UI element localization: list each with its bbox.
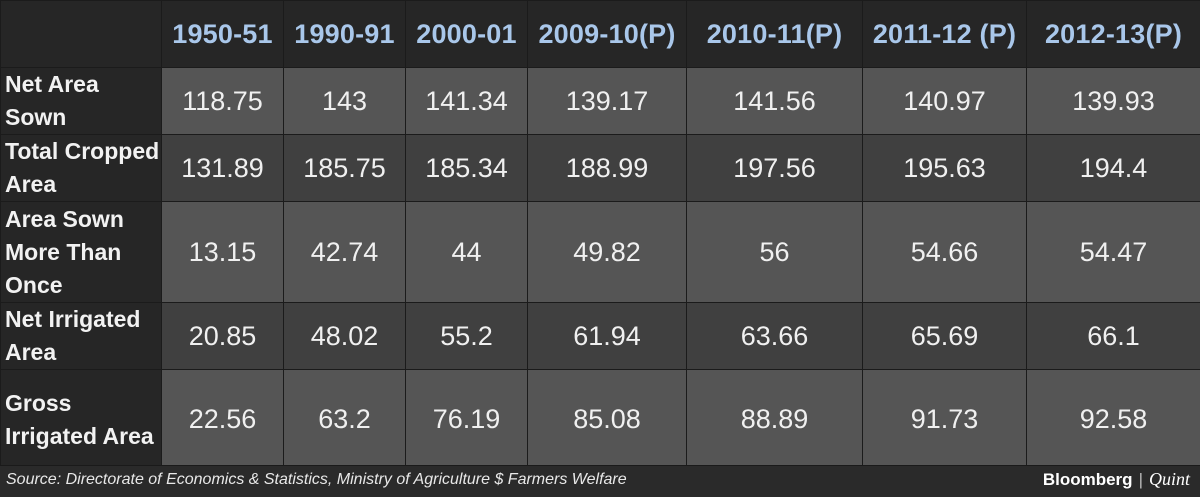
row-label: Gross Irrigated Area: [1, 370, 162, 470]
data-table: 1950-51 1990-91 2000-01 2009-10(P) 2010-…: [0, 0, 1200, 470]
table-cell: 13.15: [162, 202, 284, 303]
column-header: 2000-01: [406, 1, 528, 68]
table-cell: 92.58: [1027, 370, 1200, 470]
table-cell: 188.99: [528, 135, 687, 202]
table-row: Area Sown More Than Once 13.15 42.74 44 …: [1, 202, 1200, 303]
source-note: Source: Directorate of Economics & Stati…: [6, 471, 627, 489]
table-cell: 139.17: [528, 68, 687, 135]
table-cell: 63.2: [284, 370, 406, 470]
table-cell: 139.93: [1027, 68, 1200, 135]
table-cell: 197.56: [687, 135, 863, 202]
table-cell: 118.75: [162, 68, 284, 135]
row-label: Area Sown More Than Once: [1, 202, 162, 303]
table-cell: 54.47: [1027, 202, 1200, 303]
table-cell: 66.1: [1027, 303, 1200, 370]
table-cell: 49.82: [528, 202, 687, 303]
header-row: 1950-51 1990-91 2000-01 2009-10(P) 2010-…: [1, 1, 1200, 68]
table-cell: 140.97: [863, 68, 1027, 135]
table-cell: 88.89: [687, 370, 863, 470]
column-header: 2012-13(P): [1027, 1, 1200, 68]
brand-separator: |: [1133, 470, 1149, 489]
column-header: 2009-10(P): [528, 1, 687, 68]
table-cell: 22.56: [162, 370, 284, 470]
brand-primary: Bloomberg: [1043, 470, 1133, 489]
brand-logo: Bloomberg|Quint: [1043, 469, 1190, 490]
row-label: Net Irrigated Area: [1, 303, 162, 370]
corner-cell: [1, 1, 162, 68]
table-cell: 54.66: [863, 202, 1027, 303]
table-cell: 44: [406, 202, 528, 303]
table-cell: 65.69: [863, 303, 1027, 370]
table-cell: 55.2: [406, 303, 528, 370]
footer: Source: Directorate of Economics & Stati…: [0, 465, 1200, 497]
table-cell: 48.02: [284, 303, 406, 370]
table-cell: 141.34: [406, 68, 528, 135]
brand-secondary: Quint: [1149, 469, 1190, 489]
table-row: Net Area Sown 118.75 143 141.34 139.17 1…: [1, 68, 1200, 135]
column-header: 2010-11(P): [687, 1, 863, 68]
table-cell: 194.4: [1027, 135, 1200, 202]
table-row: Total Cropped Area 131.89 185.75 185.34 …: [1, 135, 1200, 202]
table-cell: 42.74: [284, 202, 406, 303]
table-cell: 61.94: [528, 303, 687, 370]
table-row: Gross Irrigated Area 22.56 63.2 76.19 85…: [1, 370, 1200, 470]
table-cell: 185.75: [284, 135, 406, 202]
table-cell: 131.89: [162, 135, 284, 202]
table-cell: 85.08: [528, 370, 687, 470]
table-cell: 143: [284, 68, 406, 135]
table-cell: 141.56: [687, 68, 863, 135]
table-row: Net Irrigated Area 20.85 48.02 55.2 61.9…: [1, 303, 1200, 370]
table-cell: 20.85: [162, 303, 284, 370]
column-header: 1950-51: [162, 1, 284, 68]
table-cell: 76.19: [406, 370, 528, 470]
table-cell: 63.66: [687, 303, 863, 370]
table-cell: 91.73: [863, 370, 1027, 470]
table-cell: 185.34: [406, 135, 528, 202]
table-cell: 195.63: [863, 135, 1027, 202]
row-label: Net Area Sown: [1, 68, 162, 135]
table-cell: 56: [687, 202, 863, 303]
column-header: 1990-91: [284, 1, 406, 68]
row-label: Total Cropped Area: [1, 135, 162, 202]
column-header: 2011-12 (P): [863, 1, 1027, 68]
